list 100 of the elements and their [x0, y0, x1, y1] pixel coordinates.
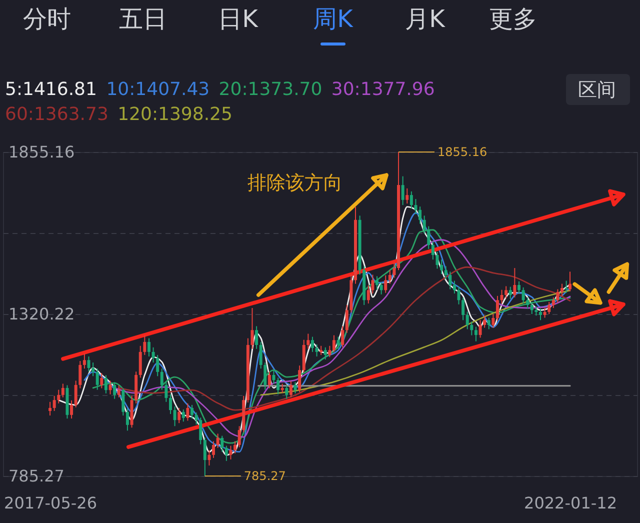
candlestick [345, 304, 348, 334]
candlestick [194, 412, 198, 426]
candlestick [160, 368, 164, 390]
candlestick [320, 345, 323, 356]
candlestick [414, 198, 418, 215]
line-series [606, 262, 630, 294]
candlestick [513, 268, 516, 298]
candlestick [82, 352, 86, 370]
candlestick [517, 280, 520, 294]
candlestick [122, 388, 125, 416]
candlestick [332, 334, 336, 352]
candlestick [444, 266, 448, 280]
candlestick [87, 356, 90, 372]
candlestick [234, 440, 237, 454]
text: 月K [405, 5, 446, 33]
text: 周K [313, 5, 354, 33]
annotation: 785.27 [244, 469, 286, 483]
candlestick [534, 306, 538, 316]
candlestick [315, 344, 318, 357]
candlestick [380, 282, 383, 295]
text: 日K [218, 5, 260, 33]
candlestick [52, 395, 56, 412]
candlestick [539, 308, 542, 321]
text: 30:1377.96 [331, 79, 435, 100]
candlestick [259, 341, 262, 370]
candlestick [57, 389, 60, 404]
candlestick [264, 362, 267, 390]
candlestick [466, 311, 469, 330]
candlestick [229, 445, 232, 460]
candlestick [483, 315, 486, 328]
candlestick [168, 394, 172, 414]
candlestick [436, 251, 439, 270]
candlestick [470, 321, 474, 336]
x-tick-label: 2017-05-26 [4, 494, 98, 512]
candlestick [208, 450, 211, 466]
candlestick [392, 262, 396, 278]
candlestick [272, 370, 276, 384]
candlestick [298, 365, 302, 393]
line-series [126, 299, 626, 449]
candlestick [113, 382, 116, 400]
candlestick [328, 345, 332, 358]
candlestick [310, 336, 314, 352]
candlestick [178, 407, 181, 424]
candlestick [462, 296, 465, 321]
line-series [572, 282, 602, 305]
candlestick [376, 276, 379, 290]
candlestick [126, 408, 129, 432]
candlestick [182, 408, 185, 422]
text: 区间 [578, 79, 616, 101]
candlestick [568, 271, 572, 292]
candlestick [504, 286, 508, 299]
candlestick [410, 190, 413, 210]
candlestick [74, 380, 78, 408]
candlestick [203, 437, 206, 476]
candlestick [212, 440, 216, 458]
candlestick [492, 314, 495, 328]
candlestick [543, 308, 546, 318]
candlestick [224, 445, 228, 462]
candlestick [289, 380, 292, 398]
text: 5:1416.81 [5, 79, 97, 100]
candlestick [371, 274, 374, 294]
candlestick [152, 346, 155, 364]
candlestick [104, 374, 108, 394]
candlestick [422, 215, 426, 234]
candlestick [530, 301, 534, 315]
candlestick [220, 435, 224, 452]
candlestick [147, 338, 150, 357]
y-tick-label: 785.27 [8, 466, 64, 486]
text: 分时 [23, 5, 71, 33]
y-tick-label: 1855.16 [8, 142, 75, 162]
candlestick [508, 286, 512, 300]
candlestick [452, 280, 456, 294]
text: 五日 [119, 5, 167, 33]
candlestick [61, 383, 64, 398]
line-series [118, 266, 571, 411]
candlestick [92, 362, 95, 377]
x-tick-label: 2022-01-12 [524, 494, 617, 512]
candlestick [478, 320, 482, 338]
candlestick [487, 317, 490, 330]
candlestick [186, 402, 190, 422]
candlestick [190, 404, 194, 420]
candlestick [78, 360, 82, 389]
candlestick [306, 333, 310, 350]
candlestick [552, 296, 555, 309]
text: 更多 [489, 5, 537, 33]
candlestick [324, 346, 327, 360]
candlestick [448, 271, 452, 290]
candlestick [164, 382, 168, 402]
annotation: 排除该方向 [248, 172, 342, 194]
candlestick [440, 259, 444, 275]
text: 120:1398.25 [118, 104, 232, 125]
text: 60:1363.73 [5, 104, 108, 125]
candlestick [431, 240, 434, 260]
candlestick [143, 334, 146, 356]
candlestick [427, 226, 430, 250]
annotation: 1855.16 [438, 145, 488, 159]
candlestick [285, 384, 288, 400]
candlestick [401, 176, 404, 206]
candlestick [268, 371, 271, 389]
candlestick [294, 382, 297, 394]
